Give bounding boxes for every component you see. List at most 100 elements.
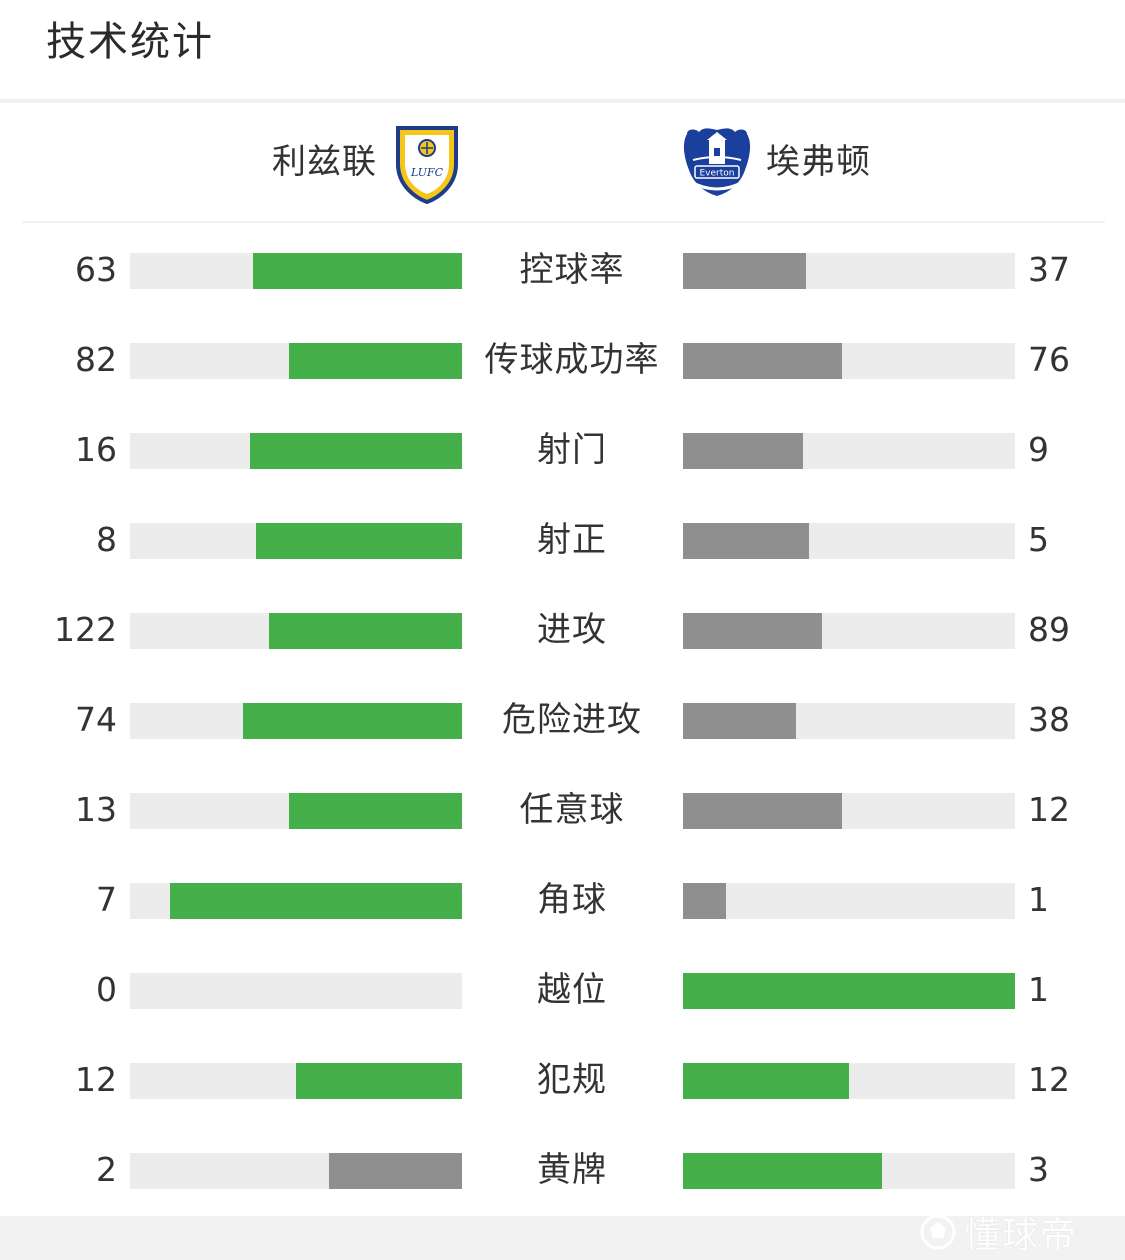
away-stat-bar-track [683, 883, 1015, 919]
home-stat-bar-fill [289, 793, 462, 829]
home-stat-bar-track [130, 793, 462, 829]
home-stat-bar-track [130, 973, 462, 1009]
stat-label: 控球率 [519, 250, 625, 290]
away-stat-bar-track [683, 253, 1015, 289]
stat-label: 越位 [537, 970, 607, 1010]
stat-label: 射门 [537, 430, 607, 470]
home-stat-value: 2 [96, 1150, 117, 1189]
away-stat-value: 89 [1028, 610, 1070, 649]
away-stat-bar-track [683, 703, 1015, 739]
watermark-text: 懂球帝 [964, 1215, 1079, 1256]
home-stat-bar-fill [289, 343, 462, 379]
stat-label: 射正 [537, 520, 607, 560]
home-stat-bar-fill [269, 613, 462, 649]
away-stat-bar-fill [683, 973, 1015, 1009]
home-stat-value: 8 [96, 520, 117, 559]
away-stat-bar-fill [683, 1063, 849, 1099]
home-stat-value: 12 [75, 1060, 117, 1099]
teams-divider [22, 221, 1105, 223]
away-stat-bar-fill [683, 523, 809, 559]
away-stat-bar-track [683, 343, 1015, 379]
home-stat-bar-track [130, 433, 462, 469]
stat-row: 2 黄牌 3 [0, 1135, 1125, 1225]
away-stat-bar-fill [683, 793, 842, 829]
away-stat-bar-fill [683, 343, 842, 379]
away-stat-bar-track [683, 793, 1015, 829]
home-stat-bar-track [130, 343, 462, 379]
away-stat-value: 1 [1028, 970, 1049, 1009]
away-stat-value: 5 [1028, 520, 1049, 559]
home-stat-bar-track [130, 883, 462, 919]
away-stat-value: 38 [1028, 700, 1070, 739]
stat-row: 82 传球成功率 76 [0, 325, 1125, 415]
away-stat-bar-track [683, 1153, 1015, 1189]
home-stat-bar-fill [253, 253, 462, 289]
home-stat-value: 13 [75, 790, 117, 829]
stats-list: 63 控球率 37 82 传球成功率 76 16 射门 9 8 射正 5 122 进攻 89 74 危险进攻 38… [0, 235, 1125, 1225]
football-icon [920, 1214, 956, 1250]
away-stat-value: 76 [1028, 340, 1070, 379]
away-stat-bar-track [683, 613, 1015, 649]
away-stat-value: 37 [1028, 250, 1070, 289]
title-divider [0, 99, 1125, 103]
away-stat-value: 3 [1028, 1150, 1049, 1189]
away-stat-bar-track [683, 973, 1015, 1009]
watermark: 懂球帝 [918, 1204, 1078, 1260]
away-stat-bar-fill [683, 1153, 882, 1189]
home-stat-bar-fill [256, 523, 462, 559]
away-stat-bar-fill [683, 253, 806, 289]
home-stat-value: 74 [75, 700, 117, 739]
stat-label: 进攻 [537, 610, 607, 650]
away-stat-bar-fill [683, 703, 796, 739]
stat-label: 任意球 [519, 790, 625, 830]
stat-label: 角球 [537, 880, 607, 920]
away-stat-value: 12 [1028, 1060, 1070, 1099]
away-team-name[interactable]: 埃弗顿 [766, 142, 871, 182]
home-stat-bar-track [130, 253, 462, 289]
stat-row: 13 任意球 12 [0, 775, 1125, 865]
home-stat-value: 16 [75, 430, 117, 469]
home-stat-bar-fill [250, 433, 462, 469]
stat-row: 63 控球率 37 [0, 235, 1125, 325]
home-stat-bar-track [130, 1153, 462, 1189]
home-stat-bar-track [130, 613, 462, 649]
page-title: 技术统计 [46, 19, 214, 65]
leeds-united-crest-icon[interactable]: LUFC [394, 124, 460, 204]
home-team-name[interactable]: 利兹联 [272, 142, 377, 182]
stat-label: 危险进攻 [502, 700, 642, 740]
home-stat-value: 82 [75, 340, 117, 379]
away-stat-value: 12 [1028, 790, 1070, 829]
away-stat-value: 1 [1028, 880, 1049, 919]
svg-text:Everton: Everton [700, 169, 735, 179]
home-stat-value: 122 [54, 610, 117, 649]
away-stat-bar-track [683, 1063, 1015, 1099]
away-stat-bar-track [683, 523, 1015, 559]
away-stat-bar-fill [683, 883, 726, 919]
away-stat-bar-fill [683, 433, 803, 469]
away-stat-bar-track [683, 433, 1015, 469]
home-stat-value: 7 [96, 880, 117, 919]
stat-label: 黄牌 [537, 1150, 607, 1190]
stat-row: 16 射门 9 [0, 415, 1125, 505]
stat-row: 74 危险进攻 38 [0, 685, 1125, 775]
stat-row: 122 进攻 89 [0, 595, 1125, 685]
stat-row: 0 越位 1 [0, 955, 1125, 1045]
home-stat-bar-fill [329, 1153, 462, 1189]
home-stat-bar-fill [296, 1063, 462, 1099]
home-stat-bar-track [130, 703, 462, 739]
stat-label: 传球成功率 [484, 340, 660, 380]
everton-crest-icon[interactable]: Everton [679, 126, 755, 200]
stat-row: 8 射正 5 [0, 505, 1125, 595]
home-stat-bar-track [130, 1063, 462, 1099]
stat-row: 12 犯规 12 [0, 1045, 1125, 1135]
home-stat-value: 63 [75, 250, 117, 289]
away-stat-bar-fill [683, 613, 822, 649]
home-stat-bar-fill [243, 703, 462, 739]
stat-row: 7 角球 1 [0, 865, 1125, 955]
svg-text:LUFC: LUFC [410, 166, 444, 179]
away-stat-value: 9 [1028, 430, 1049, 469]
home-stat-bar-fill [170, 883, 462, 919]
stat-label: 犯规 [537, 1060, 607, 1100]
home-stat-value: 0 [96, 970, 117, 1009]
home-stat-bar-track [130, 523, 462, 559]
